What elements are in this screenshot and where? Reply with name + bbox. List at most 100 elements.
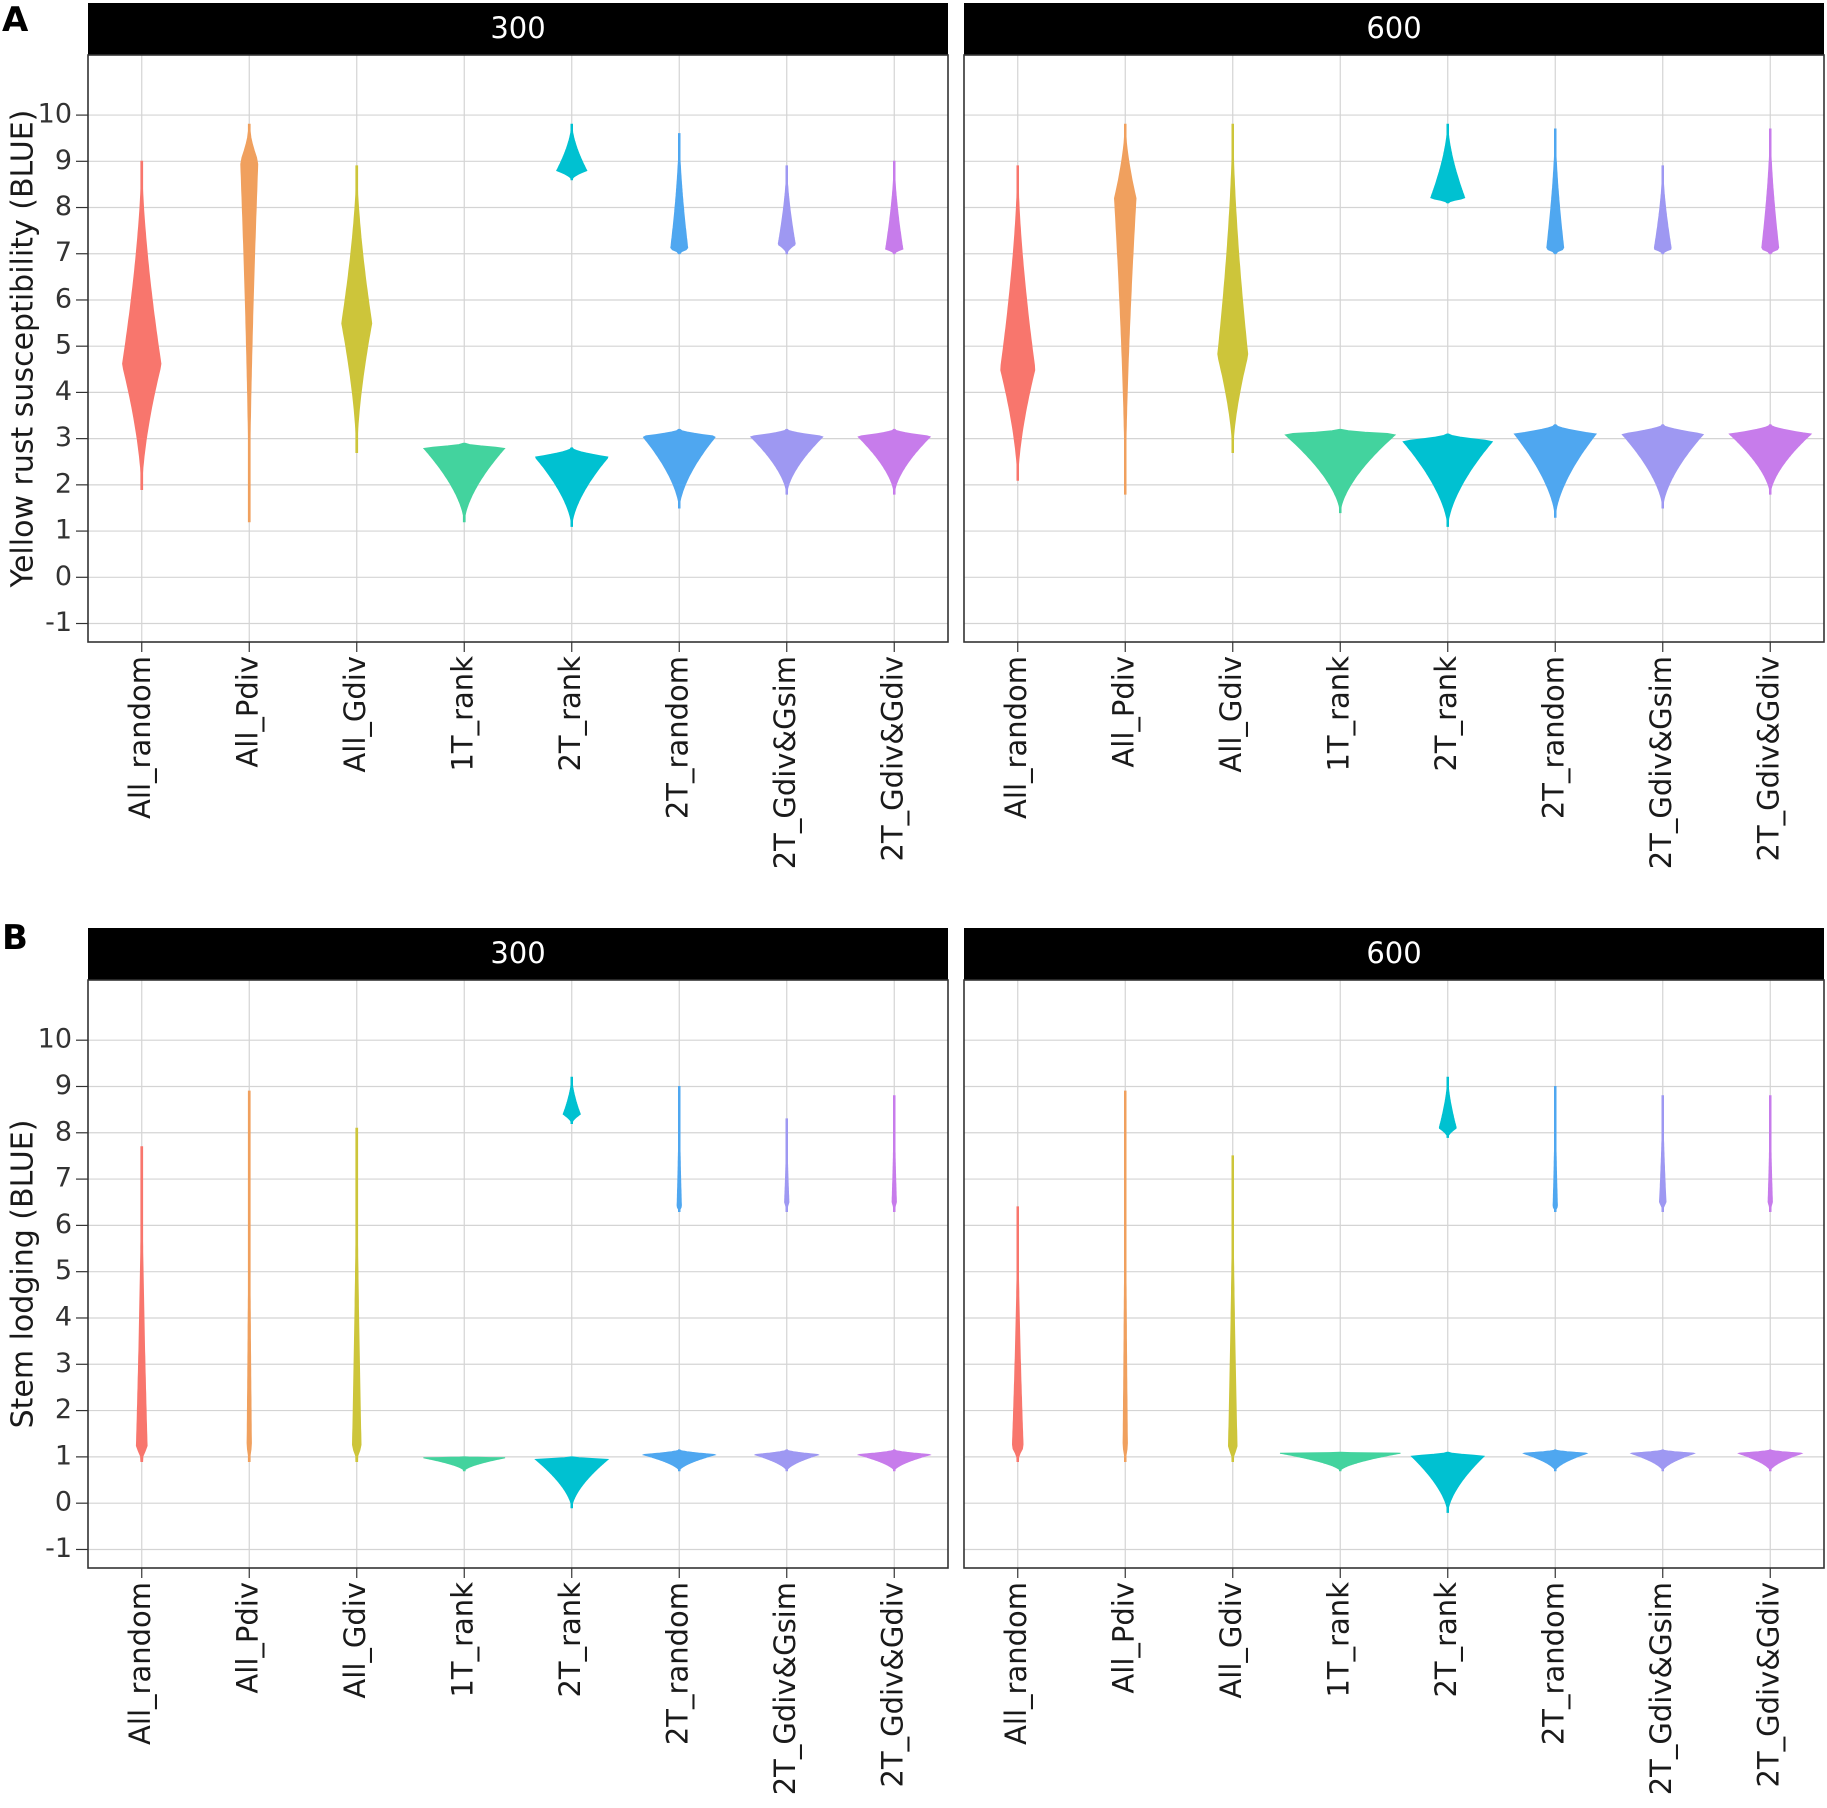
violin-mark	[1629, 1449, 1696, 1472]
facet-strip-label: 600	[1366, 936, 1421, 970]
y-tick-label: 9	[55, 1070, 72, 1101]
x-tick-label: All_random	[999, 656, 1033, 819]
violin-mark	[1552, 1086, 1558, 1212]
violin-mark	[1284, 428, 1397, 514]
violin-mark	[856, 1449, 932, 1472]
x-tick-label: 2T_Gdiv&Gsim	[768, 656, 802, 869]
violin-mark	[1217, 123, 1249, 453]
y-tick-label: 1	[55, 1440, 72, 1471]
violin-mark	[1113, 123, 1137, 495]
facet-panel: 300 All_random All_Pdiv All_Gdiv 1T_rank 2T_r…	[87, 3, 949, 869]
plot-border	[87, 979, 949, 1569]
violin-mark	[1430, 123, 1466, 204]
violin-mark	[122, 160, 162, 490]
violin-mark	[422, 442, 506, 523]
facet-panel: 600 All_random All_Pdiv All_Gdiv 1T_rank 2T_r…	[963, 3, 1825, 869]
violin-mark	[676, 1086, 682, 1212]
plot-border	[87, 54, 949, 643]
violin-mark	[1011, 1206, 1024, 1462]
plot-border	[963, 54, 1825, 643]
y-tick-label: 10	[38, 1024, 72, 1055]
y-tick-label: 7	[55, 1163, 72, 1194]
y-tick-label: 6	[55, 283, 72, 314]
x-tick-label: All_random	[123, 1582, 157, 1745]
x-tick-label: 2T_Gdiv&Gdiv	[875, 656, 909, 861]
violin-mark	[556, 123, 588, 181]
violin-mark	[1546, 128, 1565, 255]
y-axis-label: Yellow rust susceptibility (BLUE)	[6, 110, 41, 589]
violin-mark	[1402, 433, 1494, 527]
violin-mark	[240, 123, 259, 523]
y-tick-label: 5	[55, 1255, 72, 1286]
violin-mark	[1658, 1095, 1667, 1212]
x-tick-label: All_Pdiv	[230, 1582, 264, 1694]
x-tick-label: 2T_random	[660, 1582, 694, 1745]
y-tick-label: 10	[38, 99, 72, 130]
violin-mark	[423, 1456, 506, 1472]
violin-mark	[1438, 1076, 1457, 1138]
y-axis-label: Stem lodging (BLUE)	[6, 1120, 41, 1429]
y-tick-label: 4	[55, 1301, 72, 1332]
x-tick-label: All_Gdiv	[1214, 656, 1248, 773]
x-tick-label: 2T_Gdiv&Gdiv	[875, 1582, 909, 1787]
x-tick-label: All_Pdiv	[1106, 1582, 1140, 1694]
violin-mark	[777, 165, 796, 255]
violin-mark	[1767, 1095, 1773, 1212]
violin-mark	[1513, 424, 1598, 518]
y-tick-label: 5	[55, 330, 72, 361]
facet-strip	[964, 928, 1824, 980]
violin-mark	[1653, 165, 1672, 255]
facet-strip	[88, 928, 948, 980]
y-tick-label: 4	[55, 376, 72, 407]
x-tick-label: 2T_Gdiv&Gsim	[1644, 656, 1678, 869]
facet-panel: 600 All_random All_Pdiv All_Gdiv 1T_rank 2T_r…	[963, 928, 1825, 1795]
facet-strip-label: 300	[490, 936, 545, 970]
facet-panel: 300 All_random All_Pdiv All_Gdiv 1T_rank 2T_r…	[87, 928, 949, 1795]
violin-mark	[642, 428, 716, 509]
y-tick-label: 2	[55, 468, 72, 499]
x-tick-label: All_Pdiv	[230, 656, 264, 768]
violin-mark	[784, 1118, 790, 1212]
x-tick-label: 2T_rank	[553, 1582, 587, 1698]
x-tick-label: 1T_rank	[1321, 1582, 1355, 1698]
x-tick-label: 2T_Gdiv&Gsim	[768, 1582, 802, 1795]
panel-letter-a: A	[2, 0, 29, 40]
x-tick-label: 1T_rank	[1321, 656, 1355, 772]
plot-background	[88, 980, 948, 1568]
y-tick-label: 3	[55, 1348, 72, 1379]
violin-mark	[641, 1449, 717, 1472]
violin-mark	[1621, 424, 1705, 509]
x-tick-label: 2T_random	[660, 656, 694, 819]
plot-background	[964, 980, 1824, 1568]
violin-mark	[562, 1076, 581, 1124]
x-tick-label: All_Gdiv	[338, 1582, 372, 1699]
x-tick-label: 1T_rank	[445, 1582, 479, 1698]
violin-mark	[670, 133, 689, 255]
y-tick-label: 9	[55, 145, 72, 176]
x-tick-label: 2T_random	[1536, 656, 1570, 819]
plot-background	[88, 55, 948, 642]
y-tick-label: 7	[55, 237, 72, 268]
x-tick-label: 2T_Gdiv&Gdiv	[1751, 656, 1785, 861]
violin-mark	[351, 1127, 362, 1462]
y-tick-label: 2	[55, 1394, 72, 1425]
plot-background	[964, 55, 1824, 642]
panel-letter-b: B	[2, 918, 28, 958]
x-tick-label: 2T_Gdiv&Gdiv	[1751, 1582, 1785, 1787]
violin-mark	[1279, 1451, 1401, 1472]
violin-mark	[1122, 1090, 1128, 1462]
y-tick-label: 8	[55, 191, 72, 222]
violin-mark	[1522, 1449, 1589, 1472]
violin-mark	[857, 428, 932, 495]
violin-mark	[341, 165, 373, 453]
violin-mark	[535, 447, 609, 527]
x-tick-label: 2T_rank	[1429, 1582, 1463, 1698]
y-tick-label: 1	[55, 515, 72, 546]
x-tick-label: 1T_rank	[445, 656, 479, 772]
x-tick-label: 2T_rank	[1429, 656, 1463, 772]
violin-mark	[534, 1456, 610, 1509]
y-tick-label: -1	[45, 1533, 72, 1564]
y-tick-label: 6	[55, 1209, 72, 1240]
x-tick-label: All_random	[999, 1582, 1033, 1745]
